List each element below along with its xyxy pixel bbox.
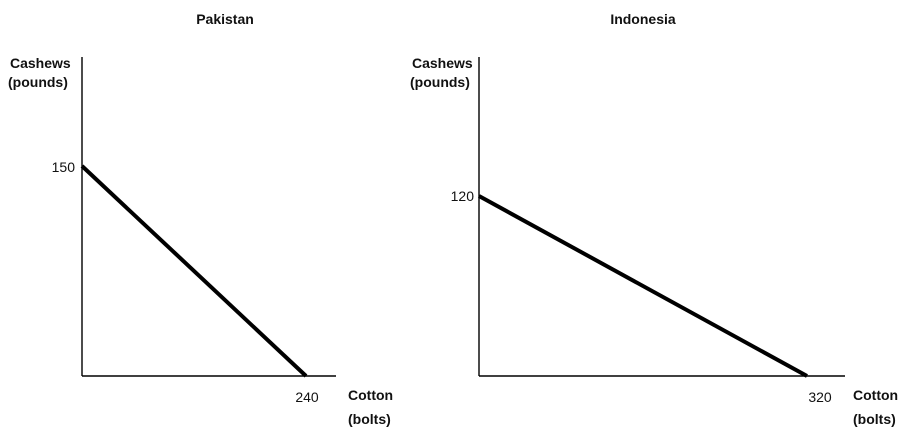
y-tick-label: 120: [451, 188, 475, 204]
ppf-line: [478, 194, 808, 378]
ppf-line: [80, 164, 308, 378]
x-axis-label-line-1: Cotton: [348, 387, 393, 403]
chart-title: Pakistan: [196, 11, 254, 27]
y-axis-label-line-1: Cashews: [412, 55, 473, 71]
x-tick-label: 320: [808, 389, 832, 405]
x-tick-label: 240: [295, 389, 319, 405]
y-axis-label-line-1: Cashews: [10, 55, 71, 71]
x-axis-label-line-1: Cotton: [853, 387, 898, 403]
x-axis-label-line-2: (bolts): [853, 411, 896, 427]
y-axis-label-line-2: (pounds): [410, 74, 470, 90]
y-tick-label: 150: [52, 159, 76, 175]
chart-title: Indonesia: [610, 11, 676, 27]
chart-pakistan: Pakistan Cashews (pounds) Cotton (bolts)…: [8, 11, 393, 427]
y-axis-label-line-2: (pounds): [8, 74, 68, 90]
x-axis-label-line-2: (bolts): [348, 411, 391, 427]
chart-indonesia: Indonesia Cashews (pounds) Cotton (bolts…: [410, 11, 898, 427]
